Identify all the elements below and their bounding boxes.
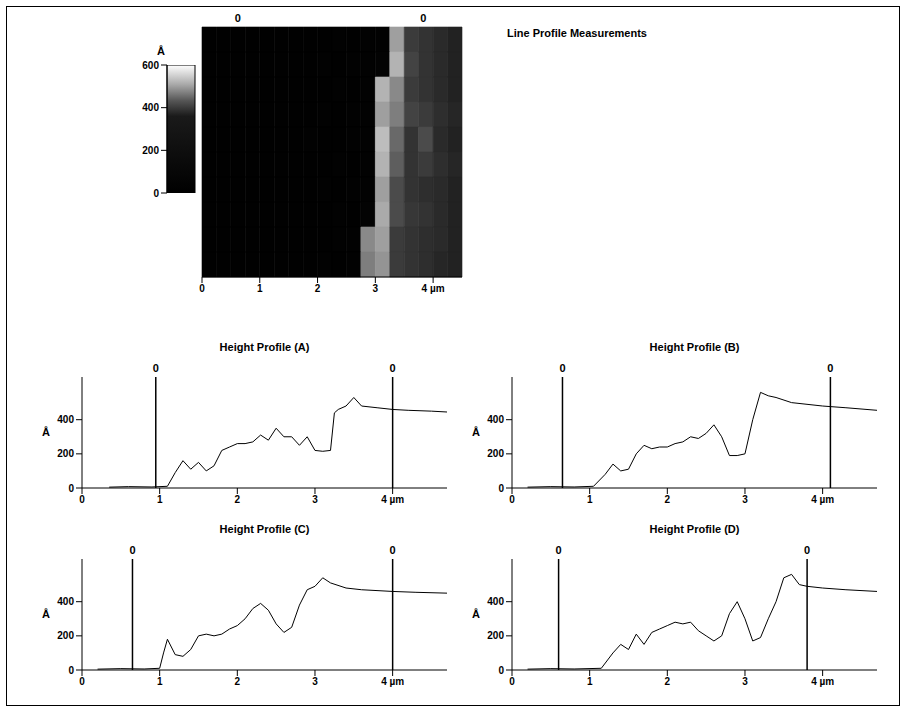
svg-text:200: 200: [487, 630, 504, 641]
svg-text:1: 1: [157, 676, 163, 687]
svg-text:4 µm: 4 µm: [381, 494, 404, 505]
svg-text:Å: Å: [42, 426, 50, 438]
svg-text:3: 3: [312, 494, 318, 505]
svg-text:0: 0: [199, 283, 205, 294]
svg-text:1: 1: [587, 494, 593, 505]
svg-text:Å: Å: [472, 426, 480, 438]
svg-text:200: 200: [57, 630, 74, 641]
svg-text:4 µm: 4 µm: [811, 676, 834, 687]
svg-text:4 µm: 4 µm: [381, 676, 404, 687]
svg-text:200: 200: [142, 145, 159, 156]
svg-text:400: 400: [57, 596, 74, 607]
svg-text:0: 0: [509, 676, 515, 687]
svg-text:0: 0: [498, 483, 504, 494]
svg-text:400: 400: [487, 414, 504, 425]
svg-text:2: 2: [315, 283, 321, 294]
svg-text:400: 400: [57, 414, 74, 425]
svg-text:200: 200: [487, 448, 504, 459]
svg-text:0: 0: [420, 12, 426, 24]
svg-text:3: 3: [312, 676, 318, 687]
svg-text:4 µm: 4 µm: [422, 283, 445, 294]
svg-text:400: 400: [487, 596, 504, 607]
svg-text:1: 1: [157, 494, 163, 505]
svg-text:2: 2: [665, 494, 671, 505]
svg-text:4 µm: 4 µm: [811, 494, 834, 505]
svg-text:400: 400: [142, 102, 159, 113]
svg-text:0: 0: [153, 362, 159, 374]
svg-text:3: 3: [373, 283, 379, 294]
svg-text:Å: Å: [472, 608, 480, 620]
svg-text:0: 0: [804, 544, 810, 556]
svg-text:3: 3: [742, 676, 748, 687]
svg-text:0: 0: [390, 362, 396, 374]
svg-text:0: 0: [153, 188, 159, 199]
svg-text:0: 0: [556, 544, 562, 556]
svg-text:0: 0: [68, 483, 74, 494]
svg-text:0: 0: [235, 12, 241, 24]
svg-text:600: 600: [142, 60, 159, 71]
svg-text:1: 1: [257, 283, 263, 294]
svg-text:1: 1: [587, 676, 593, 687]
svg-text:0: 0: [68, 665, 74, 676]
svg-text:2: 2: [665, 676, 671, 687]
svg-text:2: 2: [235, 676, 241, 687]
svg-text:3: 3: [742, 494, 748, 505]
html-text:Height Profile (D): Height Profile (D): [649, 523, 740, 535]
svg-text:0: 0: [509, 494, 515, 505]
html-text:Height Profile (A): Height Profile (A): [219, 341, 310, 353]
svg-text:0: 0: [129, 544, 135, 556]
svg-text:0: 0: [498, 665, 504, 676]
html-text:Height Profile (C): Height Profile (C): [219, 523, 310, 535]
svg-text:0: 0: [827, 362, 833, 374]
html-text:Height Profile (B): Height Profile (B): [649, 341, 740, 353]
svg-text:Å: Å: [42, 608, 50, 620]
html-text:Line Profile Measurements: Line Profile Measurements: [507, 27, 647, 39]
svg-text:2: 2: [235, 494, 241, 505]
svg-text:0: 0: [79, 676, 85, 687]
svg-text:0: 0: [79, 494, 85, 505]
svg-text:200: 200: [57, 448, 74, 459]
html-text:Å: Å: [157, 45, 165, 57]
svg-text:0: 0: [559, 362, 565, 374]
svg-text:0: 0: [390, 544, 396, 556]
